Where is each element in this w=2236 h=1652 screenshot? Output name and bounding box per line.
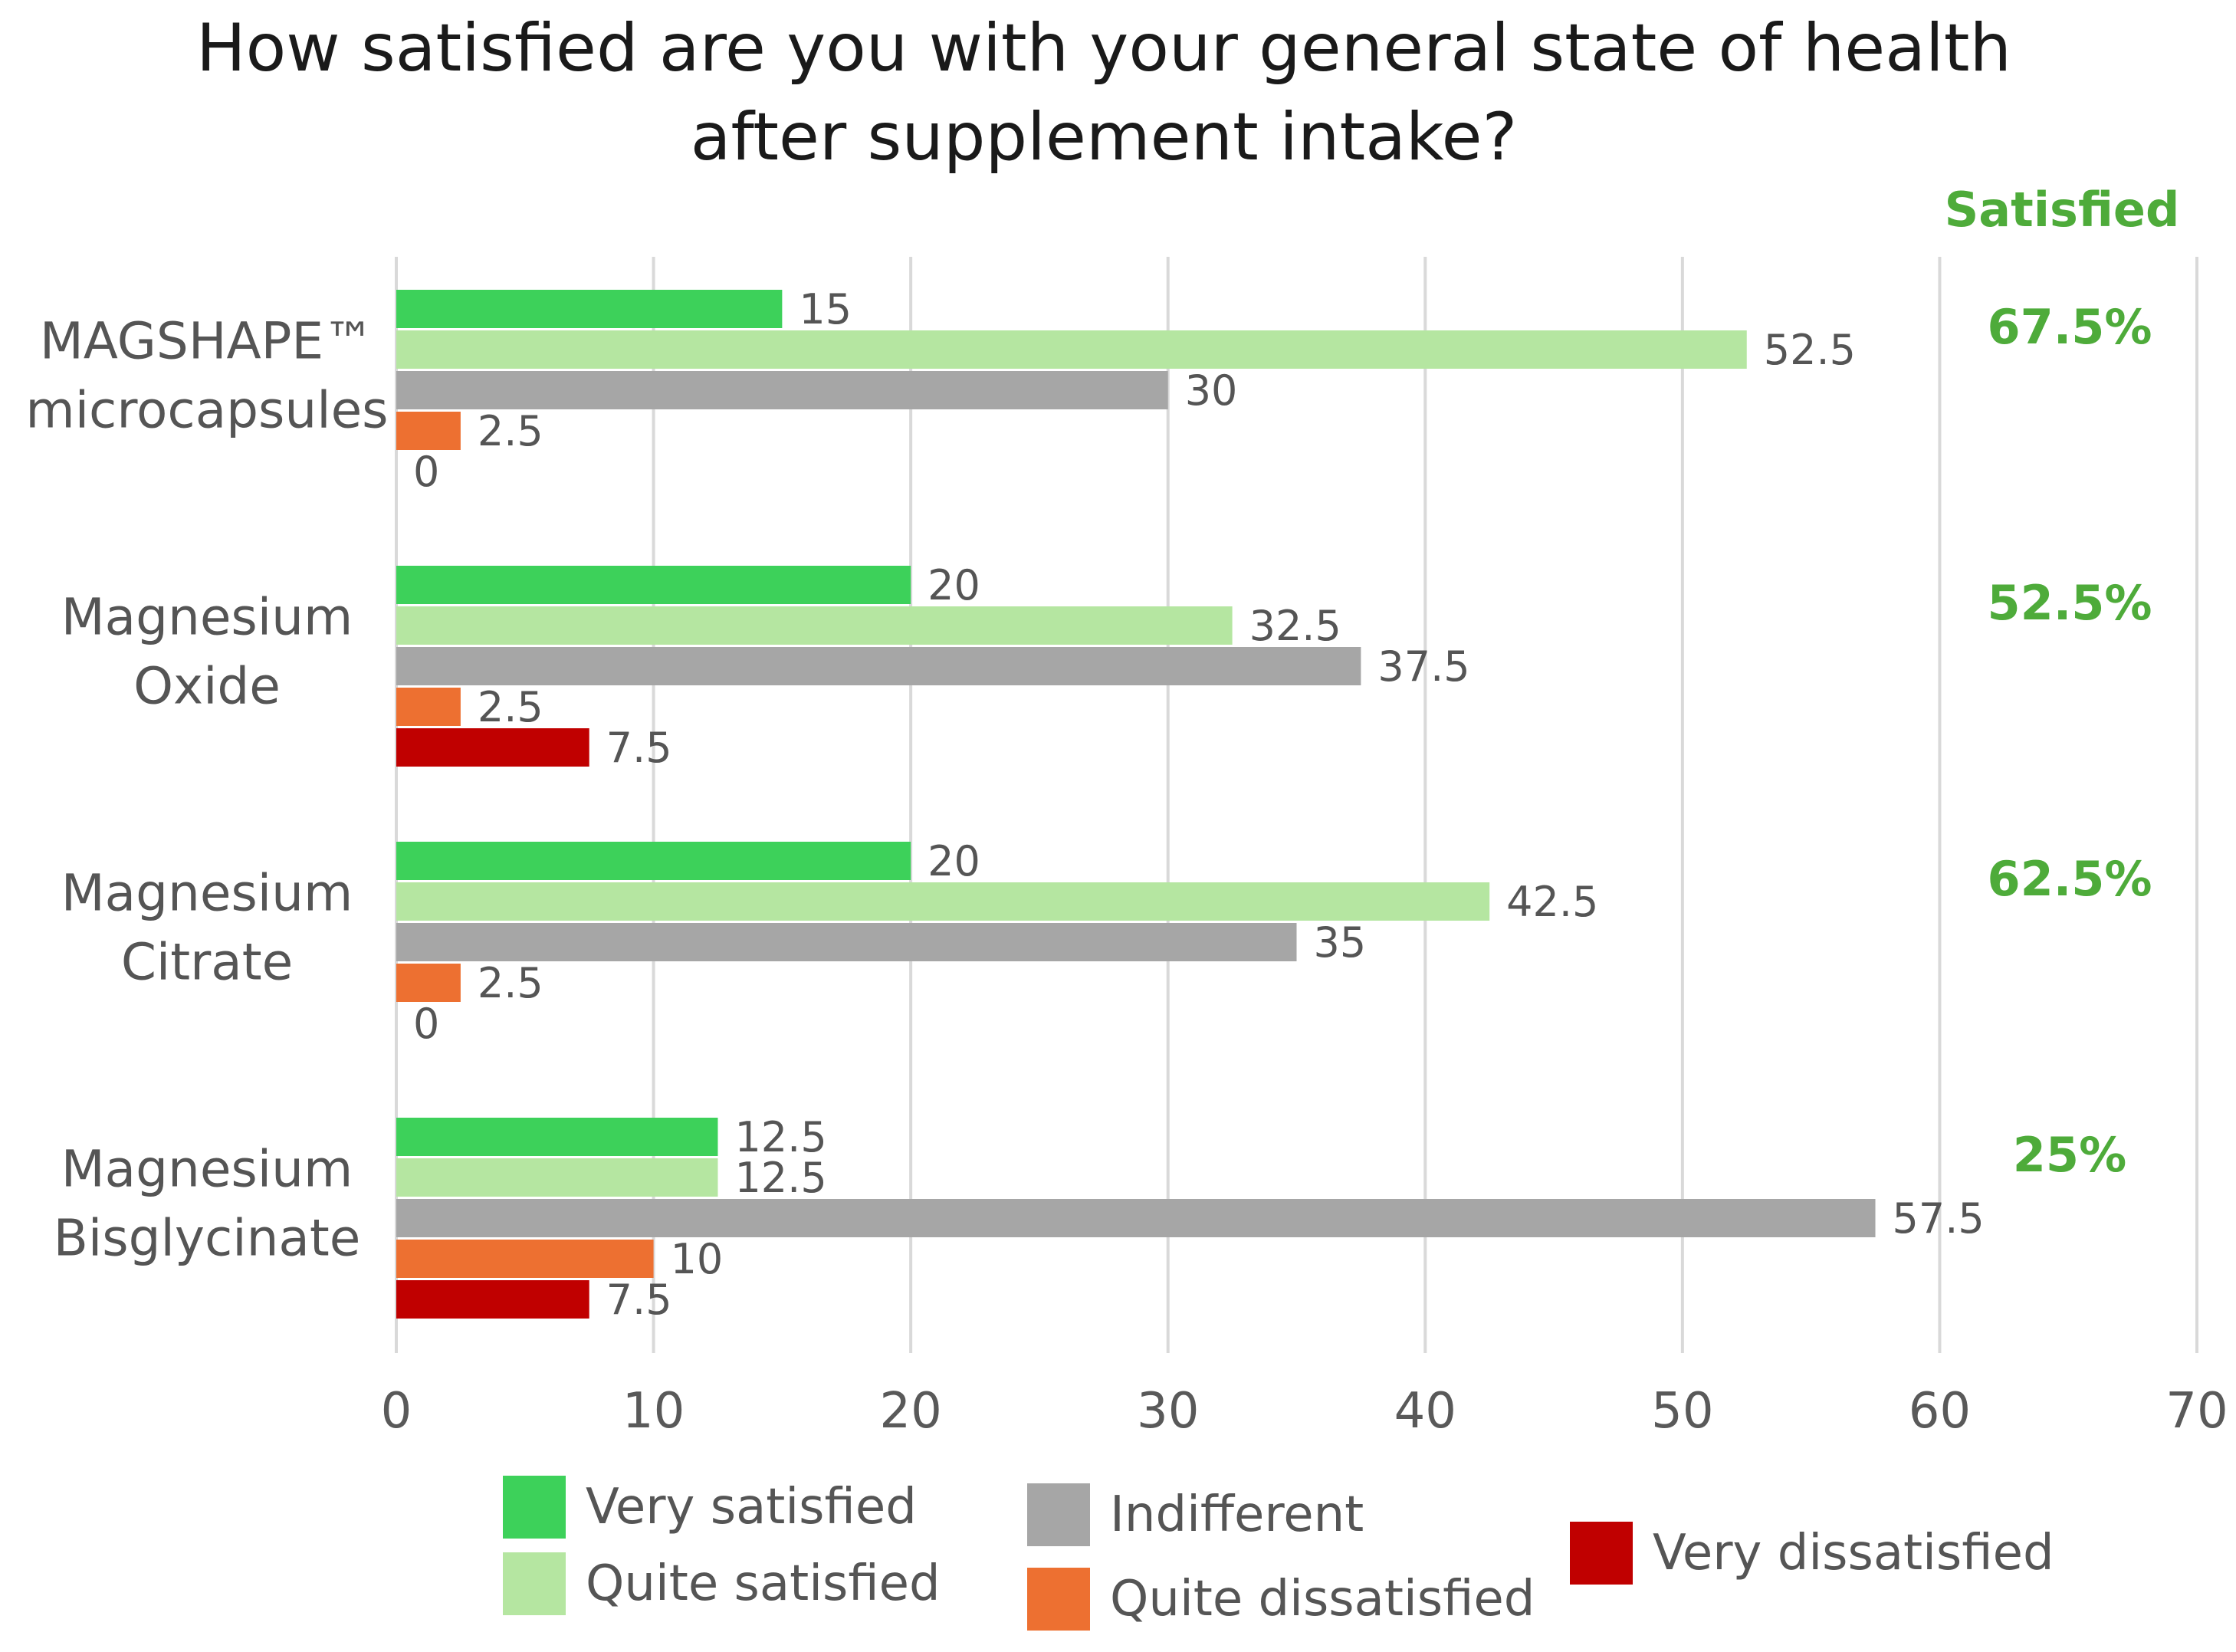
value-label-1-3: 2.5 xyxy=(478,683,543,731)
value-label-1-2: 37.5 xyxy=(1377,642,1469,691)
title-line-1: How satisfied are you with your general … xyxy=(196,10,2011,87)
bar-1-1 xyxy=(396,606,1233,645)
satisfied-pct-2: 62.5% xyxy=(1987,851,2152,907)
category-label-0-1: microcapsules xyxy=(25,381,388,440)
gridlines xyxy=(395,257,2198,1353)
satisfied-percentages: 67.5% 52.5% 62.5% 25% xyxy=(1987,299,2152,1183)
category-label-0-0: MAGSHAPE™ xyxy=(40,312,374,371)
title-line-2: after supplement intake? xyxy=(691,99,1517,176)
legend-label-4: Very dissatisfied xyxy=(1653,1525,2054,1581)
chart-title: How satisfied are you with your general … xyxy=(196,10,2011,176)
value-label-3-2: 57.5 xyxy=(1893,1194,1985,1243)
x-tick-50: 50 xyxy=(1651,1383,1713,1440)
bar-3-4 xyxy=(396,1280,589,1319)
bar-3-2 xyxy=(396,1199,1876,1237)
legend-label-2: Indifferent xyxy=(1110,1486,1364,1543)
legend-label-1: Quite satisfied xyxy=(586,1555,941,1612)
bar-1-2 xyxy=(396,647,1361,685)
satisfied-header: Satisfied xyxy=(1945,182,2180,238)
satisfied-pct-3: 25% xyxy=(2013,1127,2126,1183)
bar-2-3 xyxy=(396,964,461,1002)
bar-1-4 xyxy=(396,728,589,767)
x-axis-ticks: 0 10 20 30 40 50 60 70 xyxy=(381,1383,2228,1440)
legend-swatch-1 xyxy=(503,1552,566,1615)
value-labels: 15 52.5 30 2.5 0 20 32.5 37.5 2.5 7.5 20 42.5 35 2.5 0… xyxy=(413,285,1985,1324)
bar-0-3 xyxy=(396,412,461,450)
x-tick-60: 60 xyxy=(1909,1383,1971,1440)
category-label-3-0: Magnesium xyxy=(61,1140,353,1199)
category-labels: MAGSHAPE™ microcapsules Magnesium Oxide Magn… xyxy=(25,312,388,1268)
value-label-1-0: 20 xyxy=(928,561,980,609)
category-label-3-1: Bisglycinate xyxy=(54,1209,361,1268)
x-tick-20: 20 xyxy=(879,1383,941,1440)
satisfied-pct-1: 52.5% xyxy=(1987,575,2152,631)
category-label-2-0: Magnesium xyxy=(61,864,353,923)
bar-3-1 xyxy=(396,1158,718,1197)
x-tick-40: 40 xyxy=(1394,1383,1456,1440)
satisfied-pct-0: 67.5% xyxy=(1987,299,2152,355)
value-label-2-3: 2.5 xyxy=(478,959,543,1007)
bar-1-0 xyxy=(396,566,911,604)
bar-2-0 xyxy=(396,842,911,880)
bar-3-3 xyxy=(396,1240,654,1278)
x-tick-30: 30 xyxy=(1137,1383,1199,1440)
value-label-2-1: 42.5 xyxy=(1506,878,1598,926)
value-label-3-0: 12.5 xyxy=(734,1113,826,1161)
legend-swatch-2 xyxy=(1027,1483,1090,1546)
value-label-0-4: 0 xyxy=(413,448,439,496)
value-label-3-3: 10 xyxy=(671,1235,724,1283)
bar-3-0 xyxy=(396,1118,718,1156)
x-tick-0: 0 xyxy=(381,1383,412,1440)
bar-0-1 xyxy=(396,330,1747,369)
bar-0-2 xyxy=(396,371,1168,409)
x-tick-70: 70 xyxy=(2165,1383,2228,1440)
value-label-0-0: 15 xyxy=(799,285,852,333)
bar-2-2 xyxy=(396,923,1297,961)
bar-2-1 xyxy=(396,882,1490,921)
bar-0-0 xyxy=(396,290,783,328)
category-label-1-1: Oxide xyxy=(133,657,281,716)
bar-1-3 xyxy=(396,688,461,726)
legend-swatch-0 xyxy=(503,1476,566,1539)
x-tick-10: 10 xyxy=(622,1383,685,1440)
legend-swatch-3 xyxy=(1027,1568,1090,1631)
legend: Very satisfied Quite satisfied Indifferent… xyxy=(503,1476,2054,1631)
legend-swatch-4 xyxy=(1570,1522,1633,1585)
value-label-2-4: 0 xyxy=(413,1000,439,1048)
value-label-3-4: 7.5 xyxy=(606,1276,672,1324)
value-label-2-0: 20 xyxy=(928,837,980,885)
value-label-0-1: 52.5 xyxy=(1764,326,1856,374)
value-label-0-3: 2.5 xyxy=(478,407,543,455)
value-label-1-1: 32.5 xyxy=(1249,602,1341,650)
bars xyxy=(396,290,1876,1319)
legend-label-0: Very satisfied xyxy=(586,1479,917,1535)
category-label-2-1: Citrate xyxy=(121,933,293,992)
category-label-1-0: Magnesium xyxy=(61,588,353,647)
value-label-1-4: 7.5 xyxy=(606,724,672,772)
legend-label-3: Quite dissatisfied xyxy=(1110,1571,1535,1627)
value-label-0-2: 30 xyxy=(1185,366,1238,415)
value-label-2-2: 35 xyxy=(1314,918,1367,967)
value-label-3-1: 12.5 xyxy=(734,1154,826,1202)
